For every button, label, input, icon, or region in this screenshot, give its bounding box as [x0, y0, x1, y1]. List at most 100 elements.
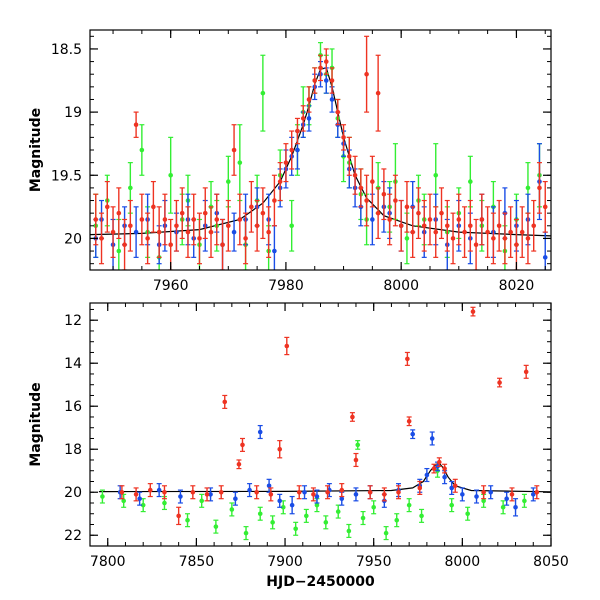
bottom-panel-data-point: [310, 487, 316, 502]
top-panel-data-point: [202, 187, 208, 240]
marker: [429, 436, 435, 441]
bottom-panel-data-point: [257, 424, 263, 440]
marker: [318, 65, 323, 71]
marker: [257, 511, 263, 517]
top-panel-data-point: [162, 193, 168, 246]
top-panel-data-point: [127, 199, 133, 252]
marker: [353, 492, 359, 497]
bottom-panel-data-point: [277, 440, 283, 459]
bottom-panel-data-point: [232, 491, 238, 506]
marker: [442, 474, 447, 480]
top-panel-data-point: [110, 206, 116, 258]
marker: [352, 172, 358, 178]
bottom-panel-series-green: [99, 440, 527, 541]
bottom-panel-y-tick-label: 18: [64, 442, 82, 458]
marker: [302, 489, 307, 495]
top-panel-data-point: [300, 105, 306, 132]
marker: [119, 489, 125, 495]
marker: [260, 210, 266, 216]
bottom-panel-data-point: [360, 510, 366, 526]
top-panel-data-point: [462, 206, 468, 258]
top-panel-x-tick-label: 7960: [153, 278, 189, 294]
marker: [99, 236, 104, 241]
marker: [199, 498, 205, 504]
bottom-panel-data-point: [497, 377, 503, 388]
marker: [289, 147, 294, 153]
marker: [133, 229, 139, 235]
marker: [468, 179, 473, 184]
marker: [514, 242, 519, 248]
marker: [208, 492, 213, 497]
bottom-panel-x-tick-label: 7950: [356, 554, 392, 570]
marker: [417, 485, 423, 491]
top-panel-data-point: [116, 187, 122, 240]
top-panel-y-tick-label: 18.5: [51, 42, 82, 58]
bottom-panel-data-point: [349, 412, 355, 422]
bottom-panel-data-point: [429, 431, 435, 446]
bottom-panel-data-point: [289, 495, 295, 515]
top-panel-data-point: [473, 218, 479, 270]
marker: [116, 248, 122, 254]
bottom-panel-data-point: [314, 489, 320, 504]
marker: [497, 380, 502, 385]
marker: [325, 489, 330, 495]
top-panel-ticks-layer: 7960 7980 8000 8020 18.5 19 19.5 20: [51, 30, 551, 294]
top-panel-y-axis-label: Magnitude: [28, 108, 44, 192]
marker: [525, 185, 531, 191]
top-panel-data-point: [381, 168, 387, 221]
top-panel-data-point: [490, 212, 496, 265]
bottom-panel-data-point: [229, 502, 235, 517]
bottom-panel-points-layer: [99, 306, 540, 541]
bottom-panel-data-point: [325, 485, 331, 500]
bottom-panel-data-point: [449, 480, 455, 495]
marker: [329, 78, 335, 83]
marker: [367, 489, 373, 495]
top-panel-series-red: [93, 35, 548, 270]
marker: [404, 236, 410, 241]
bottom-panel-data-point: [137, 491, 143, 506]
marker: [296, 489, 302, 495]
top-panel-data-point: [519, 206, 525, 258]
marker: [156, 229, 162, 235]
marker: [329, 97, 335, 102]
bottom-panel-data-point: [465, 506, 471, 521]
top-panel-data-point: [254, 199, 260, 252]
marker: [178, 494, 183, 499]
bottom-panel-data-point: [303, 508, 309, 523]
marker: [174, 223, 179, 229]
top-panel-data-point: [277, 162, 283, 202]
marker: [272, 198, 277, 203]
marker: [229, 507, 235, 512]
bottom-panel-data-point: [404, 351, 410, 366]
top-panel-data-point: [185, 206, 191, 258]
marker: [300, 116, 306, 121]
bottom-panel-data-point: [371, 500, 377, 515]
top-panel-data-point: [93, 193, 99, 246]
bottom-panel-x-tick-label: 8050: [533, 554, 569, 570]
top-panel-data-point: [122, 218, 128, 270]
top-panel-data-point: [133, 206, 139, 258]
marker: [145, 236, 150, 241]
marker: [289, 223, 294, 229]
bottom-panel-data-point: [523, 364, 529, 379]
top-panel-data-point: [231, 212, 237, 252]
top-panel-data-point: [208, 206, 214, 258]
bottom-panel-data-point: [156, 483, 162, 498]
marker: [147, 487, 153, 493]
top-panel-x-tick-label: 8020: [499, 278, 535, 294]
marker: [410, 431, 416, 437]
marker: [162, 500, 167, 506]
marker: [542, 255, 548, 260]
top-panel-x-tick-label: 8000: [383, 278, 419, 294]
marker: [456, 217, 462, 222]
marker: [381, 191, 387, 197]
marker: [370, 179, 375, 184]
bottom-panel-data-point: [406, 416, 412, 427]
bottom-panel-data-point: [534, 485, 540, 500]
marker: [185, 517, 190, 523]
marker: [375, 210, 381, 216]
marker: [346, 528, 352, 534]
top-panel-data-point: [323, 48, 329, 75]
marker: [295, 147, 300, 153]
marker: [433, 229, 439, 235]
